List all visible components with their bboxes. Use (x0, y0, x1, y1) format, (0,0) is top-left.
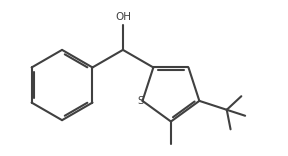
Text: S: S (137, 96, 144, 106)
Text: OH: OH (115, 12, 131, 22)
